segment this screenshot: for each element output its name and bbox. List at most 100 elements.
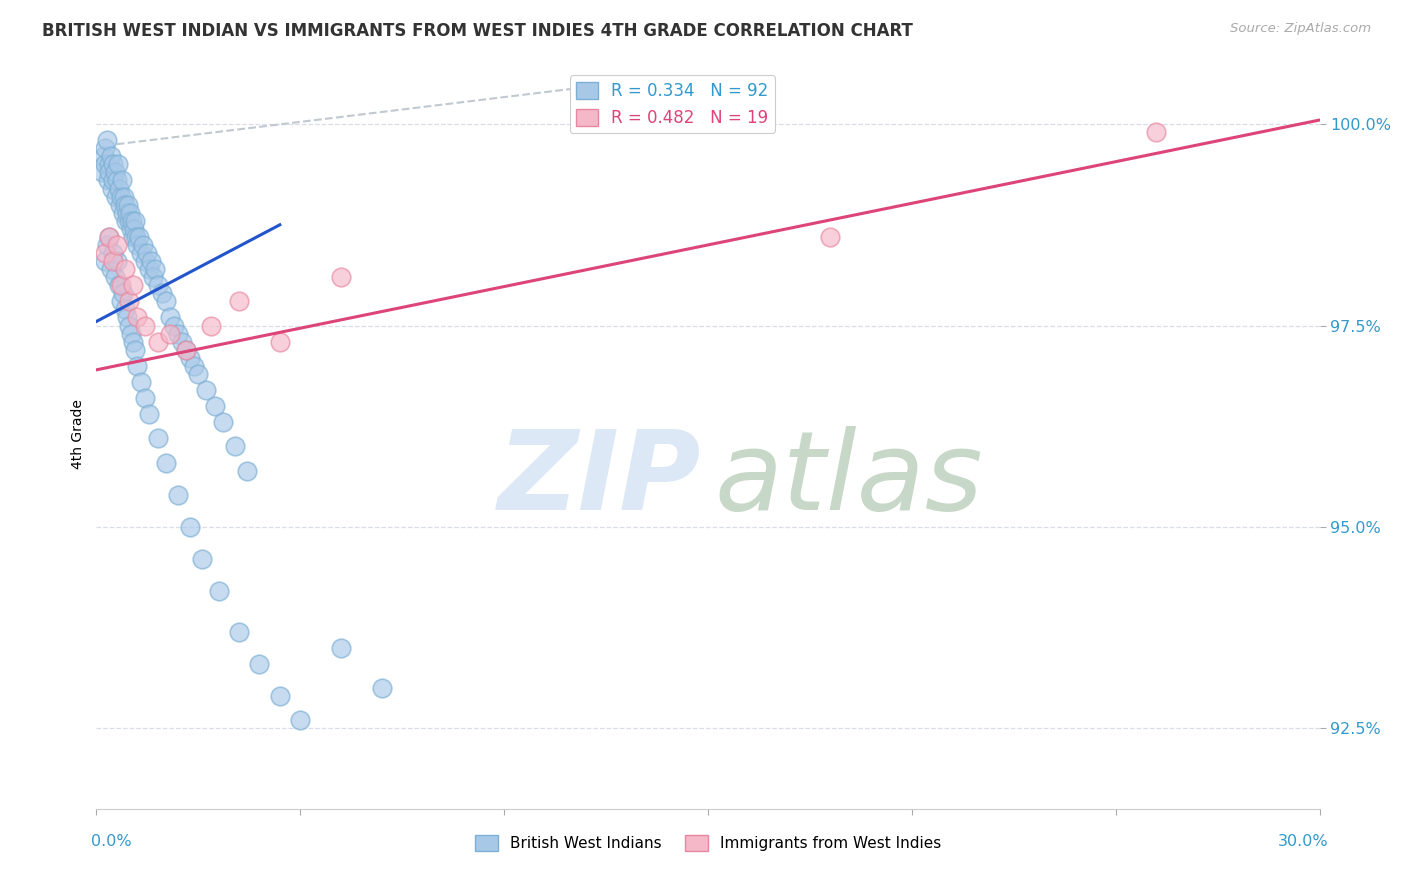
Point (108, 197, 131, 211)
Point (820, 230, 842, 244)
Point (269, 689, 291, 703)
Point (107, 278, 129, 293)
Point (120, 326, 142, 341)
Point (93, 254, 115, 268)
Point (91, 165, 114, 179)
Point (98, 165, 121, 179)
Point (101, 181, 124, 195)
Point (371, 681, 394, 695)
Point (269, 334, 291, 349)
Point (236, 464, 259, 478)
Point (330, 270, 353, 285)
Point (127, 359, 149, 373)
Point (118, 213, 141, 227)
Point (115, 205, 138, 219)
Point (111, 286, 134, 301)
Point (120, 222, 142, 236)
Point (111, 173, 134, 187)
Point (118, 294, 141, 309)
Point (129, 375, 152, 389)
Point (134, 391, 156, 405)
Point (101, 254, 124, 268)
Point (155, 294, 177, 309)
Point (330, 640, 353, 655)
Point (117, 197, 139, 211)
Point (111, 205, 134, 219)
Point (159, 326, 181, 341)
Point (93, 149, 115, 163)
Point (132, 238, 155, 252)
Point (110, 189, 132, 203)
Point (114, 197, 136, 211)
Point (146, 278, 169, 293)
Point (93, 157, 115, 171)
Point (134, 254, 156, 268)
Point (127, 310, 149, 325)
Point (150, 286, 173, 301)
Point (110, 278, 132, 293)
Point (97, 230, 120, 244)
Point (191, 552, 214, 566)
Point (170, 334, 193, 349)
Point (107, 181, 129, 195)
Point (127, 238, 149, 252)
Point (138, 262, 160, 277)
Point (115, 310, 138, 325)
Point (1146, 125, 1168, 139)
Point (208, 584, 231, 599)
Point (103, 157, 125, 171)
Point (101, 173, 124, 187)
Text: 30.0%: 30.0% (1278, 834, 1329, 848)
Point (134, 318, 156, 333)
Point (121, 213, 143, 227)
Point (122, 334, 145, 349)
Text: BRITISH WEST INDIAN VS IMMIGRANTS FROM WEST INDIES 4TH GRADE CORRELATION CHART: BRITISH WEST INDIAN VS IMMIGRANTS FROM W… (42, 22, 912, 40)
Point (204, 399, 226, 413)
Point (110, 294, 132, 309)
Point (122, 230, 145, 244)
Point (96, 238, 118, 252)
Point (129, 246, 152, 260)
Point (104, 189, 127, 203)
Point (228, 294, 250, 309)
Y-axis label: 4th Grade: 4th Grade (72, 400, 86, 469)
Point (179, 351, 201, 365)
Point (105, 173, 128, 187)
Point (163, 318, 186, 333)
Point (159, 310, 181, 325)
Point (93, 246, 115, 260)
Point (97, 230, 120, 244)
Point (187, 367, 209, 381)
Point (146, 431, 169, 445)
Point (167, 326, 190, 341)
Point (114, 262, 136, 277)
Point (128, 230, 150, 244)
Point (174, 343, 197, 357)
Point (104, 165, 127, 179)
Point (155, 456, 177, 470)
Point (97, 157, 120, 171)
Point (224, 439, 246, 453)
Text: ZIP: ZIP (498, 425, 702, 533)
Point (211, 415, 233, 429)
Point (228, 624, 250, 639)
Text: Source: ZipAtlas.com: Source: ZipAtlas.com (1230, 22, 1371, 36)
Point (145, 262, 167, 277)
Text: atlas: atlas (714, 425, 983, 533)
Point (138, 407, 160, 421)
Point (122, 278, 145, 293)
Point (124, 213, 146, 227)
Point (118, 318, 141, 333)
Point (179, 520, 201, 534)
Point (146, 334, 169, 349)
Point (174, 343, 197, 357)
Point (101, 246, 124, 260)
Point (195, 383, 218, 397)
Point (114, 302, 136, 317)
Point (124, 343, 146, 357)
Point (290, 714, 312, 728)
Point (96, 133, 118, 147)
Point (114, 213, 136, 227)
Point (105, 254, 128, 268)
Point (167, 488, 190, 502)
